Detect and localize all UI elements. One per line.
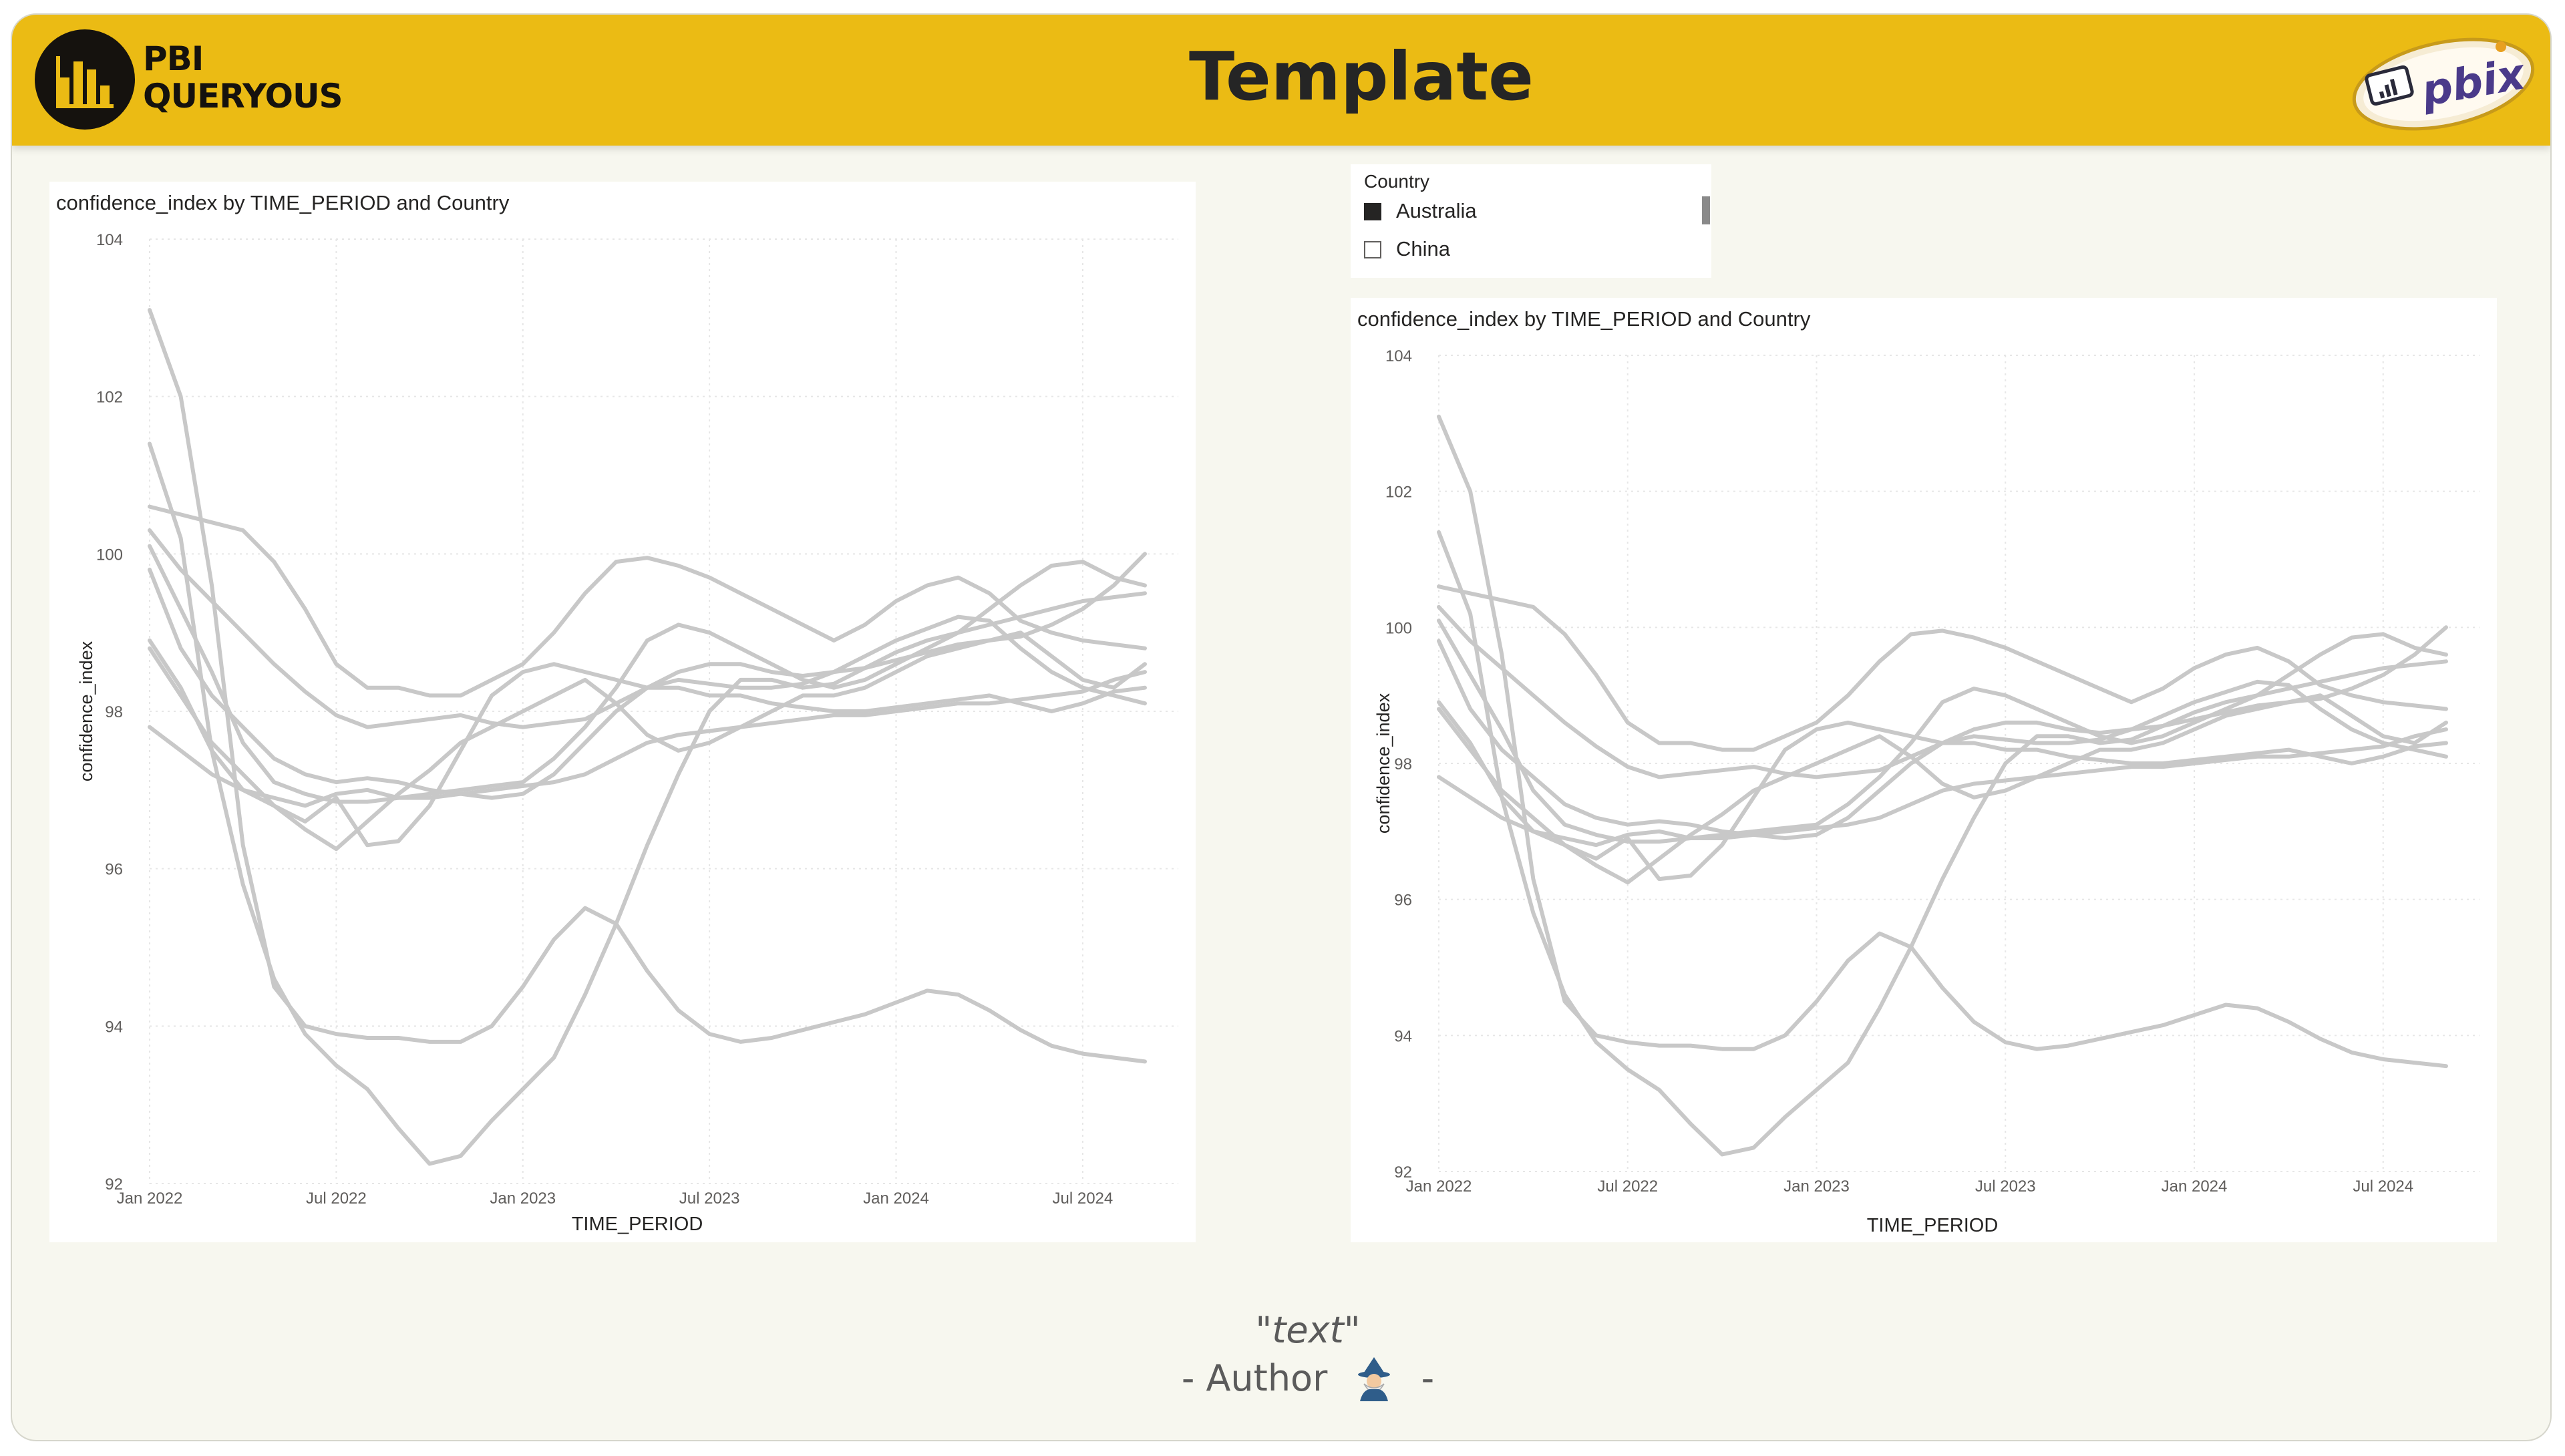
checkbox-checked-icon[interactable] — [1364, 203, 1381, 220]
series-line-2 — [1437, 530, 2448, 1157]
x-tick-label: Jan 2023 — [490, 1190, 556, 1208]
x-tick-label: Jul 2022 — [306, 1190, 367, 1208]
y-tick-label: 104 — [96, 231, 123, 249]
x-tick-label: Jan 2024 — [863, 1190, 929, 1208]
report-canvas: PBI QUERYOUS Template pbix confidence_in… — [12, 15, 2550, 1440]
page-title: Template — [1189, 37, 1534, 116]
author-line: - Author - — [1014, 1354, 1602, 1402]
country-slicer[interactable]: Country Australia China — [1351, 164, 1711, 278]
y-axis-title: confidence_index — [76, 641, 96, 781]
y-tick-label: 96 — [1394, 892, 1412, 910]
slicer-item-australia[interactable]: Australia — [1364, 196, 1685, 228]
chart-title: confidence_index by TIME_PERIOD and Coun… — [56, 191, 510, 214]
y-tick-label: 98 — [105, 703, 123, 721]
y-tick-label: 102 — [96, 389, 123, 407]
y-tick-label: 94 — [1394, 1027, 1412, 1045]
header-banner: PBI QUERYOUS Template pbix — [12, 15, 2550, 146]
series-line-1 — [1437, 414, 2448, 1069]
quote-text: "text" — [1255, 1309, 1361, 1351]
x-tick-label: Jul 2024 — [1053, 1190, 1114, 1208]
y-tick-label: 98 — [1394, 755, 1412, 773]
pbix-file-badge-icon: pbix — [2343, 27, 2537, 134]
x-tick-label: Jul 2022 — [1597, 1177, 1658, 1196]
line-chart-right[interactable]: confidence_index by TIME_PERIOD and Coun… — [1351, 298, 2497, 1242]
line-chart-left-plot[interactable]: 92 94 96 98 100 102 104 Jan 2022 Jul 2022 Jan 202… — [49, 182, 1196, 1242]
series-line-7 — [1437, 693, 2448, 885]
slicer-header: Country — [1364, 171, 1430, 192]
series-line-5 — [148, 544, 1147, 804]
y-tick-label: 100 — [96, 546, 123, 564]
series-line-8 — [148, 646, 1147, 848]
slicer-item-label: Australia — [1396, 199, 1477, 222]
x-tick-label: Jan 2022 — [1406, 1177, 1472, 1196]
series-line-9 — [1437, 727, 2448, 848]
series-line-9 — [148, 670, 1147, 808]
series-line-3 — [1437, 584, 2448, 752]
y-tick-label: 92 — [1394, 1163, 1412, 1181]
series-line-7 — [148, 630, 1147, 852]
x-axis-title: TIME_PERIOD — [572, 1214, 703, 1235]
y-tick-label: 104 — [1385, 347, 1412, 365]
brand-line-2: QUERYOUS — [143, 77, 343, 116]
line-chart-right-plot[interactable]: 92 94 96 98 100 102 104 Jan 2022 Jul 2022 Jan 202… — [1351, 298, 2497, 1242]
x-tick-label: Jan 2023 — [1783, 1177, 1850, 1196]
y-tick-label: 102 — [1385, 484, 1412, 502]
series-line-1 — [148, 308, 1147, 1064]
x-tick-label: Jul 2023 — [679, 1190, 740, 1208]
series-line-2 — [148, 441, 1147, 1166]
y-tick-label: 92 — [105, 1175, 123, 1194]
y-tick-label: 100 — [1385, 619, 1412, 637]
author-prefix: - Author — [1181, 1356, 1328, 1399]
x-tick-label: Jan 2024 — [2162, 1177, 2228, 1196]
slicer-item-label: China — [1396, 237, 1450, 260]
checkbox-unchecked-icon[interactable] — [1364, 241, 1381, 258]
x-tick-label: Jul 2023 — [1975, 1177, 2036, 1196]
line-chart-left[interactable]: confidence_index by TIME_PERIOD and Coun… — [49, 182, 1196, 1242]
author-suffix: - — [1421, 1356, 1435, 1399]
slicer-scrollbar[interactable] — [1702, 196, 1710, 224]
series-line-8 — [1437, 707, 2448, 882]
x-axis-title: TIME_PERIOD — [1867, 1215, 1999, 1236]
x-tick-label: Jul 2024 — [2353, 1177, 2413, 1196]
series-line-5 — [1437, 618, 2448, 844]
wizard-avatar-icon — [1351, 1354, 1397, 1402]
y-tick-label: 94 — [105, 1018, 123, 1036]
bar-chart-logo-icon — [35, 29, 135, 130]
series-line-3 — [148, 504, 1147, 698]
chart-title: confidence_index by TIME_PERIOD and Coun… — [1357, 307, 1811, 331]
brand-wordmark: PBI QUERYOUS — [143, 40, 383, 115]
x-tick-label: Jan 2022 — [117, 1190, 183, 1208]
y-tick-label: 96 — [105, 861, 123, 879]
slicer-item-china[interactable]: China — [1364, 234, 1685, 266]
y-axis-title: confidence_index — [1373, 693, 1393, 834]
brand-line-1: PBI — [143, 39, 204, 78]
